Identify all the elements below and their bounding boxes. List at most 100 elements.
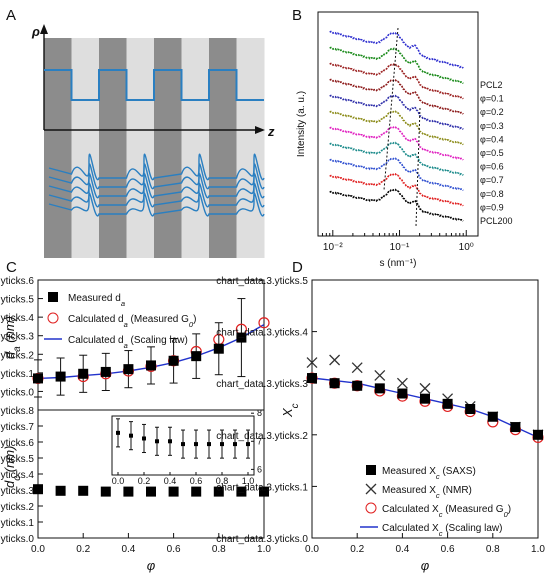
legend-label-10: φ=0.9: [480, 202, 504, 212]
inset-point: [168, 439, 172, 444]
measured-dc-point: [168, 486, 179, 497]
saxs-point: [420, 393, 430, 404]
panel-a-letter: A: [6, 7, 16, 24]
measured-da-point: [213, 343, 224, 354]
measured-dc-point: [123, 486, 134, 497]
saxs-curve-11: [329, 188, 464, 222]
y-tick-label: chart_data.1.yticks.3: [0, 332, 34, 343]
inset-point: [246, 442, 250, 447]
y-tick-label: chart_data.2.yticks.4: [0, 470, 34, 481]
saxs-point: [329, 378, 340, 389]
y-tick-label: chart_data.1.yticks.0: [0, 387, 34, 398]
y-tick-label: chart_data.2.yticks.7: [0, 422, 34, 433]
inset-y-tick-label: 7: [257, 436, 262, 446]
inset-point: [220, 442, 224, 447]
measured-da-point: [236, 332, 247, 343]
stripe: [126, 38, 155, 258]
measured-dc-point: [33, 484, 43, 495]
measured-dc-point: [78, 485, 89, 496]
x-tick-label: 0.8: [486, 544, 500, 555]
polymer-chain: [48, 163, 265, 190]
inset-point: [129, 433, 133, 438]
y-tick-label: chart_data.3.yticks.2: [216, 431, 308, 442]
saxs-point: [442, 398, 453, 409]
y-tick-label: chart_data.3.yticks.0: [216, 534, 308, 545]
y-axis-title: Intensity (a. u.): [296, 91, 307, 157]
inset-point: [142, 436, 146, 441]
stripe: [99, 38, 127, 258]
saxs-point: [307, 373, 317, 384]
panel-b-saxs: 10⁻² 10⁻¹ 10⁰ s (nm⁻¹) Intensity (a. u.) PCL2…: [296, 11, 513, 269]
measured-dc-point: [259, 486, 269, 497]
x-tick-label: 1.0: [531, 544, 545, 555]
stripe: [236, 38, 265, 258]
x-tick-label: 0.0: [305, 544, 319, 555]
scaling-law-line: [311, 377, 539, 439]
y-tick-label: chart_data.1.yticks.4: [0, 313, 34, 324]
nmr-point: [396, 377, 408, 389]
legend-label-1: PCL2: [480, 80, 503, 90]
panel-c-thickness: chart_data.1.yticks.0 chart_data.1.yticks…: [0, 276, 271, 573]
peak-marker-line: [383, 27, 399, 191]
measured-da-point: [100, 366, 111, 377]
panel-c-letter: C: [6, 259, 17, 276]
measured-da-point: [168, 355, 179, 366]
x-axis-title: φ: [421, 558, 430, 573]
x-tick-label: 0.6: [167, 544, 181, 555]
y-axis-title-da: da (nm): [2, 316, 23, 359]
polymer-chain: [48, 182, 265, 208]
y-tick-label: chart_data.3.yticks.4: [216, 328, 308, 339]
legend-scaling-da: Calculated da (Scaling law): [68, 335, 188, 350]
y-tick-label: chart_data.1.yticks.1: [0, 369, 34, 380]
y-tick-label: chart_data.3.yticks.5: [216, 276, 308, 287]
polymer-chains: [48, 153, 265, 217]
y-tick-label: chart_data.1.yticks.6: [0, 276, 34, 287]
saxs-point: [487, 411, 498, 422]
saxs-point: [374, 383, 385, 394]
measured-dc-point: [55, 485, 66, 496]
saxs-curve-4: [329, 78, 464, 115]
x-tick-label: 10⁰: [459, 242, 474, 253]
stripe: [71, 38, 100, 258]
measured-da-point: [78, 368, 89, 379]
polymer-chain: [48, 173, 265, 199]
stripe: [154, 38, 182, 258]
inset-x-tick-label: 0.4: [164, 476, 177, 486]
inset-x-tick-label: 0.2: [138, 476, 151, 486]
legend-saxs: Measured Xc (SAXS): [382, 466, 476, 481]
inset-y-tick-label: 6: [257, 464, 262, 474]
x-tick-label: 0.2: [76, 544, 90, 555]
legend-cross-marker: [365, 483, 377, 495]
saxs-curve-10: [329, 172, 464, 207]
polymer-chain: [48, 192, 265, 217]
y-tick-label: chart_data.1.yticks.2: [0, 350, 34, 361]
x-tick-label: 10⁻²: [323, 242, 343, 253]
y-axis-title-dc: dc (nm): [2, 446, 23, 488]
inset-point: [207, 442, 211, 447]
inset-x-tick-label: 0.8: [216, 476, 229, 486]
nmr-point: [351, 362, 363, 374]
measured-da-point: [55, 371, 66, 382]
inset-x-tick-label: 0.0: [112, 476, 125, 486]
calculated-da-point: [258, 317, 270, 329]
x-tick-label: 10⁻¹: [390, 242, 410, 253]
density-axis-arrow: [40, 24, 48, 34]
nmr-point: [306, 357, 318, 369]
y-axis-title-xc: Xc: [280, 403, 301, 418]
y-tick-label: chart_data.2.yticks.6: [0, 438, 34, 449]
y-tick-label: chart_data.3.yticks.3: [216, 379, 308, 390]
legend-circle-marker: [47, 312, 59, 324]
legend-label-11: PCL200: [480, 216, 513, 226]
legend-label-8: φ=0.7: [480, 175, 504, 185]
stripe: [181, 38, 210, 258]
saxs-curve-3: [329, 62, 464, 100]
x-tick-label: 0.4: [121, 544, 135, 555]
inset-point: [194, 442, 198, 447]
polymer-chain: [48, 153, 265, 181]
z-axis-arrow: [255, 126, 265, 134]
x-tick-label: 1.0: [257, 544, 271, 555]
stripe: [44, 38, 72, 258]
stripe: [209, 38, 237, 258]
saxs-curve-9: [329, 157, 464, 192]
